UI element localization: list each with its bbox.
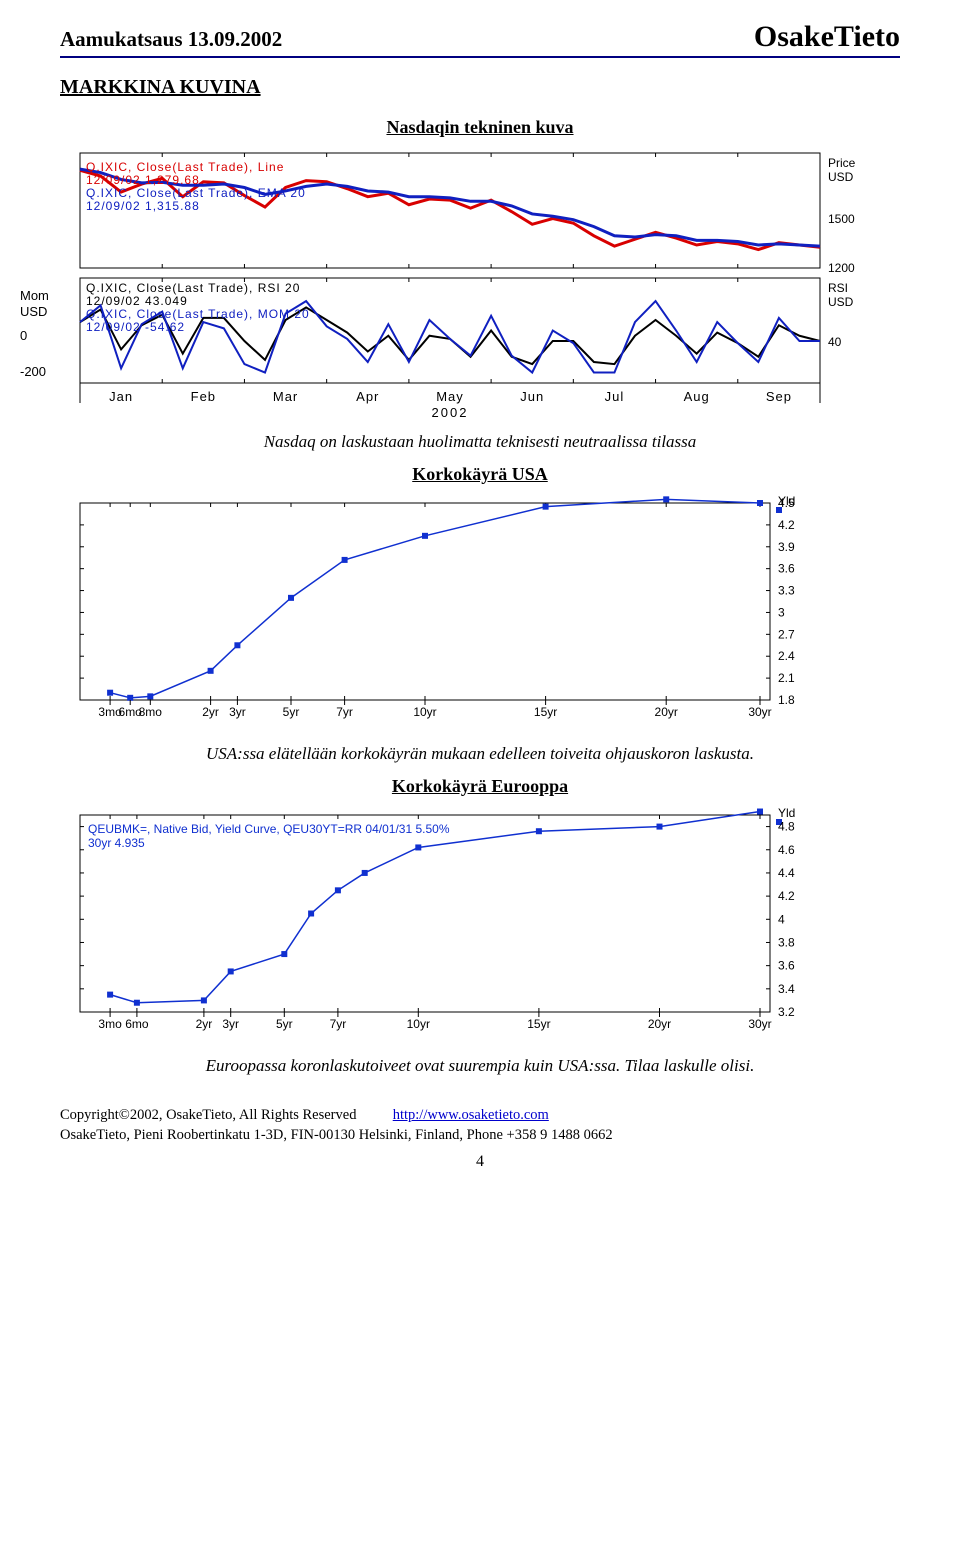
svg-text:2yr: 2yr: [196, 1017, 213, 1031]
svg-text:40: 40: [828, 335, 842, 349]
svg-text:15yr: 15yr: [527, 1017, 550, 1031]
svg-text:Q.IXIC, Close(Last Trade), Lin: Q.IXIC, Close(Last Trade), Line: [86, 160, 284, 174]
svg-text:RSI: RSI: [828, 281, 848, 295]
svg-text:20yr: 20yr: [655, 705, 678, 719]
svg-text:12/09/02 1,279.68: 12/09/02 1,279.68: [86, 173, 200, 187]
svg-text:Jun: Jun: [520, 389, 544, 404]
chart1-container: Mom USD 0 -200 Q.IXIC, Close(Last Trade)…: [70, 148, 890, 428]
svg-text:3yr: 3yr: [222, 1017, 239, 1031]
svg-text:12/09/02 -54.62: 12/09/02 -54.62: [86, 320, 185, 334]
svg-text:3.6: 3.6: [778, 959, 795, 973]
svg-text:12/09/02 1,315.88: 12/09/02 1,315.88: [86, 199, 200, 213]
svg-text:2.7: 2.7: [778, 627, 795, 641]
svg-text:3.3: 3.3: [778, 584, 795, 598]
footer-address: OsakeTieto, Pieni Roobertinkatu 1-3D, FI…: [60, 1126, 900, 1146]
header-title: Aamukatsaus 13.09.2002: [60, 27, 282, 52]
svg-text:4: 4: [778, 912, 785, 926]
page-number: 4: [60, 1151, 900, 1173]
svg-text:Sep: Sep: [766, 389, 792, 404]
svg-text:10yr: 10yr: [413, 705, 436, 719]
svg-text:Q.IXIC, Close(Last Trade), RSI: Q.IXIC, Close(Last Trade), RSI 20: [86, 281, 300, 295]
svg-text:30yr: 30yr: [748, 705, 771, 719]
chart1-caption: Nasdaq on laskustaan huolimatta teknises…: [60, 432, 900, 452]
svg-text:Q.IXIC, Close(Last Trade), EMA: Q.IXIC, Close(Last Trade), EMA 20: [86, 186, 306, 200]
svg-text:2002: 2002: [432, 405, 469, 420]
svg-text:USD: USD: [828, 170, 854, 184]
chart3-title: Korkokäyrä Eurooppa: [392, 776, 568, 796]
chart3-caption: Euroopassa koronlaskutoiveet ovat suurem…: [60, 1056, 900, 1076]
svg-text:3.8: 3.8: [778, 935, 795, 949]
svg-text:4.6: 4.6: [778, 843, 795, 857]
svg-text:Aug: Aug: [684, 389, 710, 404]
section-heading: MARKKINA KUVINA: [60, 76, 900, 99]
svg-text:3.6: 3.6: [778, 562, 795, 576]
svg-text:1.8: 1.8: [778, 693, 795, 707]
brand-logo-text: OsakeTieto: [754, 20, 900, 54]
svg-text:8mo: 8mo: [139, 705, 163, 719]
svg-text:4.4: 4.4: [778, 866, 795, 880]
svg-text:7yr: 7yr: [336, 705, 353, 719]
svg-text:May: May: [436, 389, 464, 404]
chart1-left-tick-1: -200: [20, 364, 46, 379]
svg-text:Feb: Feb: [191, 389, 216, 404]
svg-text:6mo: 6mo: [125, 1017, 149, 1031]
svg-text:2.4: 2.4: [778, 649, 795, 663]
chart1-left-label-1: Mom: [20, 288, 49, 303]
svg-text:7yr: 7yr: [330, 1017, 347, 1031]
svg-text:4.2: 4.2: [778, 889, 795, 903]
svg-text:15yr: 15yr: [534, 705, 557, 719]
svg-text:Apr: Apr: [356, 389, 379, 404]
chart2-caption: USA:ssa elätellään korkokäyrän mukaan ed…: [60, 744, 900, 764]
chart3-svg: Yld4.8 4.6 4.4 4.2 4 3.8 3.6 3.4 3.2 3mo6mo 2yr 3yr…: [70, 807, 830, 1052]
svg-text:3yr: 3yr: [229, 705, 246, 719]
svg-text:4.5: 4.5: [778, 496, 795, 510]
page-header: Aamukatsaus 13.09.2002 OsakeTieto: [60, 20, 900, 58]
svg-text:Jan: Jan: [109, 389, 133, 404]
svg-text:12/09/02 43.049: 12/09/02 43.049: [86, 294, 188, 308]
chart1-left-tick-0: 0: [20, 328, 27, 343]
page-footer: Copyright©2002, OsakeTieto, All Rights R…: [60, 1106, 900, 1173]
svg-text:3.2: 3.2: [778, 1005, 795, 1019]
chart2-title: Korkokäyrä USA: [412, 464, 548, 484]
svg-text:2.1: 2.1: [778, 671, 795, 685]
svg-text:3.9: 3.9: [778, 540, 795, 554]
svg-text:1200: 1200: [828, 261, 855, 275]
chart3-container: Yld4.8 4.6 4.4 4.2 4 3.8 3.6 3.4 3.2 3mo6mo 2yr 3yr…: [70, 807, 890, 1052]
chart1-title: Nasdaqin tekninen kuva: [386, 117, 573, 137]
chart2-svg: Yld4.54.23.93.63.332.72.42.11.83mo6mo8mo…: [70, 495, 830, 740]
svg-text:30yr 4.935: 30yr 4.935: [88, 836, 145, 850]
svg-text:Mar: Mar: [273, 389, 298, 404]
footer-copyright: Copyright©2002, OsakeTieto, All Rights R…: [60, 1107, 356, 1123]
svg-text:5yr: 5yr: [283, 705, 300, 719]
svg-text:5yr: 5yr: [276, 1017, 293, 1031]
svg-text:3mo: 3mo: [98, 1017, 122, 1031]
svg-text:Yld: Yld: [778, 807, 795, 820]
chart2-container: Yld4.54.23.93.63.332.72.42.11.83mo6mo8mo…: [70, 495, 890, 740]
svg-text:20yr: 20yr: [648, 1017, 671, 1031]
svg-text:Q.IXIC, Close(Last Trade), MOM: Q.IXIC, Close(Last Trade), MOM 20: [86, 307, 310, 321]
svg-text:USD: USD: [828, 295, 854, 309]
svg-text:4.8: 4.8: [778, 820, 795, 834]
svg-text:30yr: 30yr: [748, 1017, 771, 1031]
svg-text:1500: 1500: [828, 212, 855, 226]
svg-text:2yr: 2yr: [202, 705, 219, 719]
svg-text:4.2: 4.2: [778, 518, 795, 532]
footer-link[interactable]: http://www.osaketieto.com: [393, 1107, 549, 1123]
svg-text:3.4: 3.4: [778, 982, 795, 996]
svg-text:QEUBMK=, Native Bid, Yield Cur: QEUBMK=, Native Bid, Yield Curve, QEU30Y…: [88, 822, 450, 836]
svg-text:Price: Price: [828, 156, 856, 170]
chart1-svg: Q.IXIC, Close(Last Trade), Line12/09/02 …: [70, 148, 890, 428]
svg-text:3: 3: [778, 605, 785, 619]
svg-text:Jul: Jul: [605, 389, 625, 404]
svg-text:10yr: 10yr: [407, 1017, 430, 1031]
chart1-left-label-2: USD: [20, 304, 47, 319]
